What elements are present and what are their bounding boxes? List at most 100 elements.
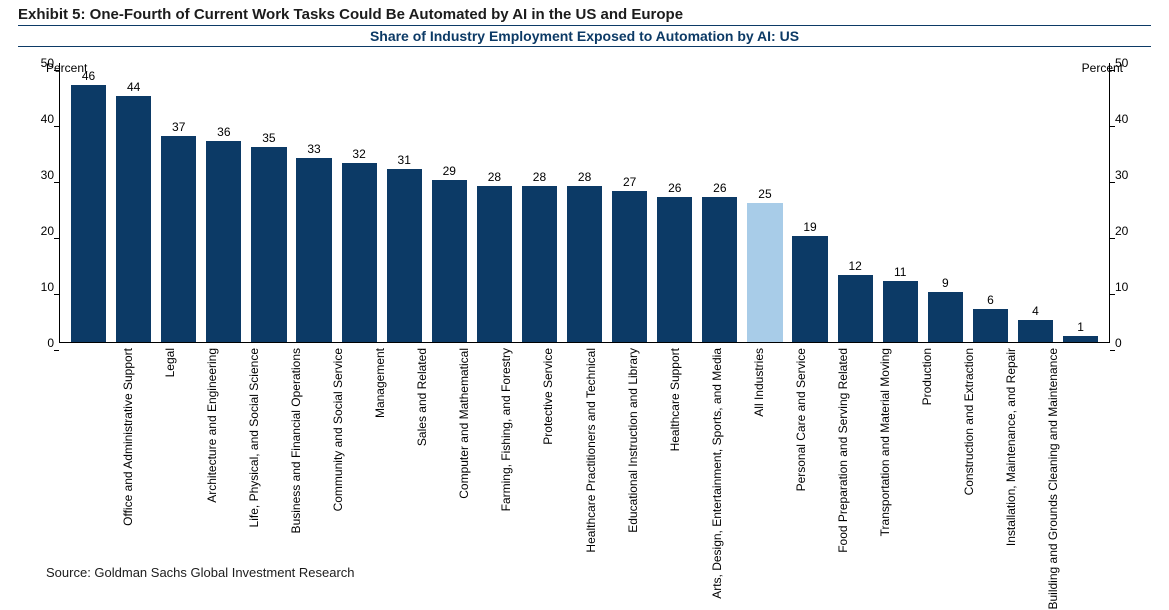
- category-label: Healthcare Practitioners and Technical: [585, 348, 598, 553]
- bar: [116, 96, 151, 342]
- bar: [432, 180, 467, 342]
- bar: [747, 203, 782, 343]
- bar: [1018, 320, 1053, 342]
- y-tick-label: 10: [1115, 280, 1145, 294]
- x-label-slot: Business and Financial Operations: [269, 342, 311, 552]
- bar-value-label: 32: [352, 147, 365, 161]
- category-label: Transportation and Material Moving: [879, 348, 892, 536]
- y-tick-mark: [1110, 294, 1115, 295]
- x-label-slot: Healthcare Support: [648, 342, 690, 552]
- bars-container: 4644373635333231292828282726262519121196…: [60, 63, 1109, 342]
- bar-value-label: 28: [488, 170, 501, 184]
- category-label: Sales and Related: [416, 348, 429, 446]
- y-tick-label: 30: [1115, 168, 1145, 182]
- exhibit-title: Exhibit 5: One-Fourth of Current Work Ta…: [18, 6, 1151, 23]
- bar-slot: 28: [472, 63, 517, 342]
- bar-value-label: 9: [942, 276, 949, 290]
- x-label-slot: Educational Instruction and Library: [606, 342, 648, 552]
- y-tick-mark: [1110, 182, 1115, 183]
- category-label: Architecture and Engineering: [206, 348, 219, 503]
- chart-source: Source: Goldman Sachs Global Investment …: [46, 565, 1151, 580]
- x-label-slot: Building and Grounds Cleaning and Mainte…: [1026, 342, 1068, 552]
- x-label-slot: Life, Physical, and Social Science: [227, 342, 269, 552]
- bar-value-label: 36: [217, 125, 230, 139]
- bar: [251, 147, 286, 342]
- x-label-slot: Management: [353, 342, 395, 552]
- category-label: Building and Grounds Cleaning and Mainte…: [1047, 348, 1060, 610]
- x-label-slot: Installation, Maintenance, and Repair: [984, 342, 1026, 552]
- bar: [71, 85, 106, 342]
- x-label-slot: Construction and Extraction: [942, 342, 984, 552]
- category-label: Life, Physical, and Social Science: [248, 348, 261, 527]
- y-tick-label: 30: [24, 168, 54, 182]
- bar-value-label: 31: [398, 153, 411, 167]
- bar-slot: 1: [1058, 63, 1103, 342]
- bar-slot: 6: [968, 63, 1013, 342]
- bar-slot: 28: [562, 63, 607, 342]
- y-tick-label: 50: [24, 56, 54, 70]
- x-label-slot: Computer and Mathematical: [437, 342, 479, 552]
- bar-slot: 12: [833, 63, 878, 342]
- category-label: Personal Care and Service: [795, 348, 808, 491]
- bar-slot: 9: [923, 63, 968, 342]
- bar-value-label: 4: [1032, 304, 1039, 318]
- x-label-slot: All Industries: [732, 342, 774, 552]
- bar-slot: 33: [291, 63, 336, 342]
- bar: [387, 169, 422, 342]
- category-label: Installation, Maintenance, and Repair: [1005, 348, 1018, 546]
- y-tick-mark: [1110, 70, 1115, 71]
- bar-slot: 4: [1013, 63, 1058, 342]
- bar-value-label: 33: [307, 142, 320, 156]
- category-label: Protective Service: [542, 348, 555, 445]
- bar-slot: 19: [788, 63, 833, 342]
- x-label-slot: Transportation and Material Moving: [858, 342, 900, 552]
- x-label-slot: Personal Care and Service: [774, 342, 816, 552]
- category-label: Office and Administrative Support: [122, 348, 135, 526]
- bar-slot: 26: [697, 63, 742, 342]
- category-label: All Industries: [753, 348, 766, 417]
- bar-value-label: 26: [668, 181, 681, 195]
- axes: 4644373635333231292828282726262519121196…: [59, 63, 1110, 343]
- bar-slot: 46: [66, 63, 111, 342]
- bar: [657, 197, 692, 342]
- bar-value-label: 27: [623, 175, 636, 189]
- x-label-slot: Production: [900, 342, 942, 552]
- bar-value-label: 19: [803, 220, 816, 234]
- x-label-slot: Protective Service: [521, 342, 563, 552]
- y-tick-label: 0: [1115, 336, 1145, 350]
- bar-slot: 26: [652, 63, 697, 342]
- y-ticks-right: 01020304050: [1115, 63, 1145, 343]
- x-label-slot: Legal: [143, 342, 185, 552]
- bar: [296, 158, 331, 342]
- category-label: Farming, Fishing, and Forestry: [500, 348, 513, 511]
- bar-value-label: 12: [848, 259, 861, 273]
- bar-value-label: 29: [443, 164, 456, 178]
- bar-slot: 37: [156, 63, 201, 342]
- category-label: Healthcare Support: [669, 348, 682, 451]
- category-label: Construction and Extraction: [963, 348, 976, 495]
- category-label: Community and Social Service: [332, 348, 345, 511]
- bar-slot: 28: [517, 63, 562, 342]
- bar: [477, 186, 512, 342]
- x-label-slot: Food Preparation and Serving Related: [816, 342, 858, 552]
- bar: [342, 163, 377, 342]
- y-tick-label: 50: [1115, 56, 1145, 70]
- bar-slot: 32: [337, 63, 382, 342]
- category-label: Computer and Mathematical: [458, 348, 471, 499]
- x-label-slot: Sales and Related: [395, 342, 437, 552]
- y-tick-mark: [1110, 350, 1115, 351]
- y-tick-label: 0: [24, 336, 54, 350]
- bar-value-label: 1: [1077, 320, 1084, 334]
- bar-slot: 31: [382, 63, 427, 342]
- category-label: Production: [921, 348, 934, 405]
- chart: Percent Percent 01020304050 01020304050 …: [24, 63, 1145, 343]
- bar-value-label: 46: [82, 69, 95, 83]
- bar-slot: 11: [878, 63, 923, 342]
- bar: [567, 186, 602, 342]
- y-tick-label: 40: [24, 112, 54, 126]
- bar: [206, 141, 241, 342]
- x-label-slot: Arts, Design, Entertainment, Sports, and…: [690, 342, 732, 552]
- bar: [612, 191, 647, 342]
- bar-slot: 35: [246, 63, 291, 342]
- y-ticks-left: 01020304050: [24, 63, 54, 343]
